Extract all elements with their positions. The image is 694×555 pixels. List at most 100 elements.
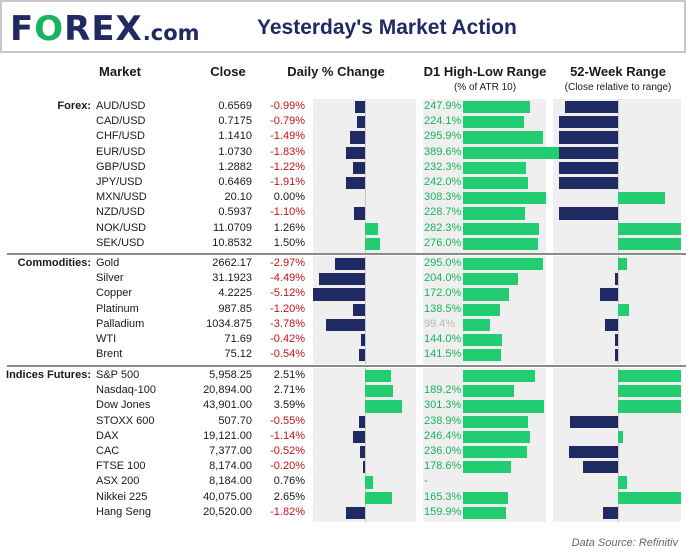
daily-change-bar xyxy=(359,446,365,459)
market-name: Dow Jones xyxy=(96,399,151,412)
daily-change-bar xyxy=(326,318,365,331)
week52-bar xyxy=(615,349,618,362)
daily-change-bar xyxy=(345,177,365,190)
daily-change-value: -1.49% xyxy=(270,130,305,143)
range-value: 308.3% xyxy=(424,191,462,204)
daily-change-bar xyxy=(352,303,365,316)
daily-change-bar xyxy=(365,237,381,250)
daily-change-bar xyxy=(349,131,365,144)
daily-change-bar xyxy=(356,116,365,129)
range-value: 99.4% xyxy=(424,317,456,330)
range-value: 232.3% xyxy=(424,160,462,173)
daily-change-value: -0.52% xyxy=(270,445,305,457)
close-value: 1034.875 xyxy=(206,317,252,330)
market-name: GBP/USD xyxy=(96,160,146,173)
range-value: 224.1% xyxy=(424,115,462,128)
week52-bar xyxy=(618,258,627,271)
daily-change-bar xyxy=(365,222,378,235)
week52-bar xyxy=(618,476,627,489)
daily-change-bar xyxy=(334,258,365,271)
range-value: 165.3% xyxy=(424,490,462,503)
market-name: SEK/USD xyxy=(96,236,145,249)
week52-bar xyxy=(570,415,618,428)
close-value: 7,377.00 xyxy=(209,445,252,457)
daily-change-value: 2.65% xyxy=(273,490,305,503)
close-value: 43,901.00 xyxy=(203,399,252,412)
week52-bar xyxy=(558,207,618,220)
market-name: Gold xyxy=(96,257,120,269)
market-name: Palladium xyxy=(96,317,145,330)
daily-change-value: -2.97% xyxy=(270,257,305,269)
daily-change-bar xyxy=(346,506,365,519)
range-bar xyxy=(463,446,527,459)
group-label: Commodities: xyxy=(17,257,91,269)
market-name: Silver xyxy=(96,272,124,285)
range-bar xyxy=(463,222,540,235)
panel-chg xyxy=(313,368,416,522)
week52-bar xyxy=(568,446,618,459)
close-value: 31.1923 xyxy=(212,272,252,285)
week52-bar xyxy=(618,303,630,316)
close-value: 19,121.00 xyxy=(203,429,252,442)
range-bar xyxy=(463,273,519,286)
forex-logo[interactable]: FOREX.com xyxy=(10,9,200,53)
week52-bar xyxy=(558,131,618,144)
daily-change-bar xyxy=(359,415,365,428)
week52-bar xyxy=(618,430,624,443)
range-bar xyxy=(463,461,512,474)
market-name: CHF/USD xyxy=(96,130,145,143)
range-value: 276.0% xyxy=(424,236,462,249)
daily-change-value: 0.76% xyxy=(273,475,305,488)
daily-change-bar xyxy=(353,430,365,443)
col-header-close: Close xyxy=(210,64,246,79)
range-bar xyxy=(463,349,502,362)
range-value: 204.0% xyxy=(424,272,462,285)
week52-bar xyxy=(618,370,681,383)
range-bar xyxy=(463,400,545,413)
week52-bar xyxy=(615,334,618,347)
close-value: 20.10 xyxy=(224,191,252,204)
range-value: - xyxy=(424,475,428,488)
daily-change-value: 2.51% xyxy=(273,369,305,381)
week52-bar xyxy=(618,400,681,413)
market-name: EUR/USD xyxy=(96,145,146,158)
range-value: 236.0% xyxy=(424,445,462,457)
market-name: CAD/USD xyxy=(96,115,146,128)
close-value: 8,174.00 xyxy=(209,460,252,473)
range-bar xyxy=(463,146,569,159)
market-name: CAC xyxy=(96,445,120,457)
market-name: STOXX 600 xyxy=(96,414,155,427)
week52-bar xyxy=(618,192,665,205)
week52-bar xyxy=(565,101,618,114)
range-value: 242.0% xyxy=(424,176,462,188)
daily-change-bar xyxy=(362,461,365,474)
daily-change-value: -5.12% xyxy=(270,287,305,300)
range-bar xyxy=(463,334,502,347)
daily-change-bar xyxy=(365,385,393,398)
range-bar xyxy=(463,430,530,443)
col-subheader-range: (% of ATR 10) xyxy=(453,82,517,93)
logo-o: O xyxy=(34,9,65,49)
daily-change-value: -0.79% xyxy=(270,115,305,128)
close-value: 0.7175 xyxy=(218,115,252,128)
daily-change-bar xyxy=(352,161,365,174)
week52-bar xyxy=(558,146,618,159)
market-name: Hang Seng xyxy=(96,505,152,518)
daily-change-bar xyxy=(365,476,373,489)
zero-line-52w xyxy=(618,99,619,253)
range-value: 178.6% xyxy=(424,460,462,473)
daily-change-value: -0.54% xyxy=(270,348,305,361)
logo-domain: .com xyxy=(142,21,200,45)
zero-line-52w xyxy=(618,368,619,522)
logo-rex: REX xyxy=(64,9,143,49)
daily-change-value: -0.42% xyxy=(270,333,305,345)
close-value: 20,894.00 xyxy=(203,384,252,397)
group-label: Forex: xyxy=(57,100,91,112)
week52-bar xyxy=(558,161,618,174)
range-value: 238.9% xyxy=(424,414,462,427)
daily-change-value: 2.71% xyxy=(273,384,305,397)
col-header-market: Market xyxy=(99,64,141,79)
week52-bar xyxy=(582,461,618,474)
daily-change-bar xyxy=(319,273,365,286)
close-value: 75.12 xyxy=(224,348,252,361)
